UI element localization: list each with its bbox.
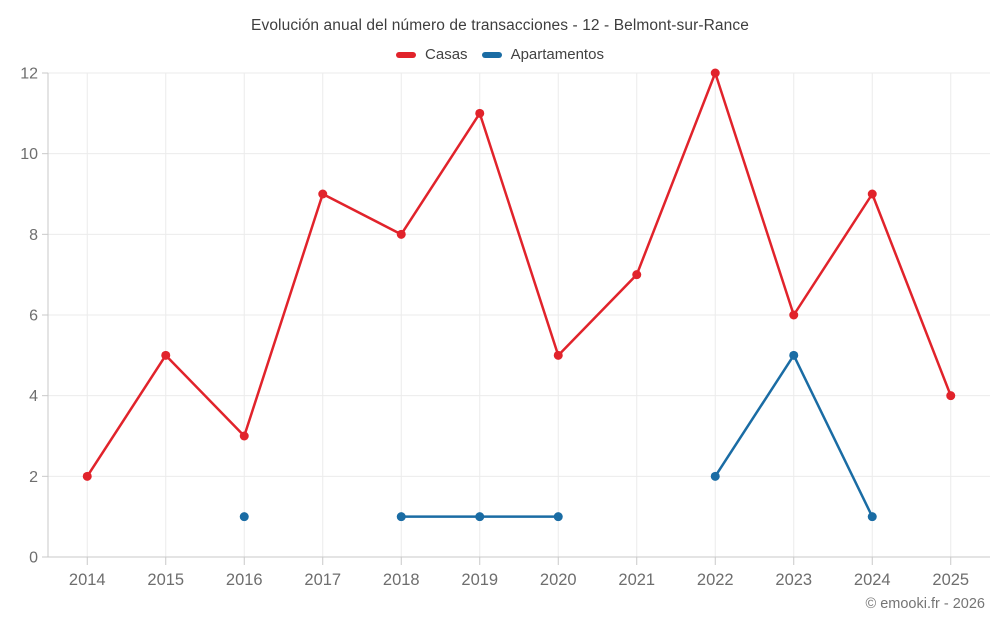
legend-label-apartamentos: Apartamentos bbox=[510, 46, 604, 63]
data-point-apartamentos[interactable] bbox=[710, 471, 720, 481]
data-point-casas[interactable] bbox=[239, 431, 249, 441]
x-tick-label: 2019 bbox=[461, 571, 498, 589]
data-point-casas[interactable] bbox=[318, 189, 328, 199]
y-tick-label: 12 bbox=[20, 66, 38, 83]
x-tick-label: 2024 bbox=[854, 571, 891, 589]
chart-title: Evolución anual del número de transaccio… bbox=[251, 17, 749, 34]
x-tick-label: 2018 bbox=[383, 571, 420, 589]
y-tick-label: 4 bbox=[29, 388, 38, 405]
x-tick-label: 2022 bbox=[697, 571, 734, 589]
x-tick-label: 2017 bbox=[304, 571, 341, 589]
data-point-casas[interactable] bbox=[396, 229, 406, 239]
copyright-notice: © emooki.fr - 2026 bbox=[865, 596, 985, 612]
x-tick-label: 2014 bbox=[69, 571, 106, 589]
data-point-apartamentos[interactable] bbox=[553, 512, 563, 522]
legend: Casas Apartamentos bbox=[0, 46, 1000, 63]
data-point-casas[interactable] bbox=[710, 68, 720, 78]
data-point-casas[interactable] bbox=[475, 108, 485, 118]
data-point-casas[interactable] bbox=[946, 391, 956, 401]
y-tick-label: 2 bbox=[29, 469, 38, 486]
y-tick-label: 8 bbox=[29, 227, 38, 244]
data-point-apartamentos[interactable] bbox=[239, 512, 249, 522]
data-point-casas[interactable] bbox=[161, 350, 171, 360]
legend-swatch-casas bbox=[396, 51, 417, 58]
y-tick-label: 10 bbox=[20, 146, 38, 163]
legend-item-apartamentos[interactable]: Apartamentos bbox=[481, 46, 604, 63]
x-tick-label: 2023 bbox=[775, 571, 812, 589]
data-point-casas[interactable] bbox=[632, 270, 642, 280]
legend-swatch-apartamentos bbox=[481, 51, 502, 58]
data-point-apartamentos[interactable] bbox=[475, 512, 485, 522]
y-tick-label: 6 bbox=[29, 308, 38, 325]
x-tick-label: 2016 bbox=[226, 571, 263, 589]
x-tick-label: 2021 bbox=[618, 571, 655, 589]
legend-label-casas: Casas bbox=[425, 46, 468, 63]
legend-item-casas[interactable]: Casas bbox=[396, 46, 468, 63]
x-tick-label: 2015 bbox=[147, 571, 184, 589]
data-point-casas[interactable] bbox=[867, 189, 877, 199]
x-tick-label: 2020 bbox=[540, 571, 577, 589]
data-point-apartamentos[interactable] bbox=[789, 350, 799, 360]
data-point-casas[interactable] bbox=[553, 350, 563, 360]
y-tick-label: 0 bbox=[29, 550, 38, 567]
x-tick-label: 2025 bbox=[932, 571, 969, 589]
data-point-apartamentos[interactable] bbox=[396, 512, 406, 522]
data-point-casas[interactable] bbox=[82, 471, 92, 481]
series-line-casas bbox=[86, 71, 952, 478]
data-point-casas[interactable] bbox=[789, 310, 799, 320]
data-point-apartamentos[interactable] bbox=[867, 512, 877, 522]
